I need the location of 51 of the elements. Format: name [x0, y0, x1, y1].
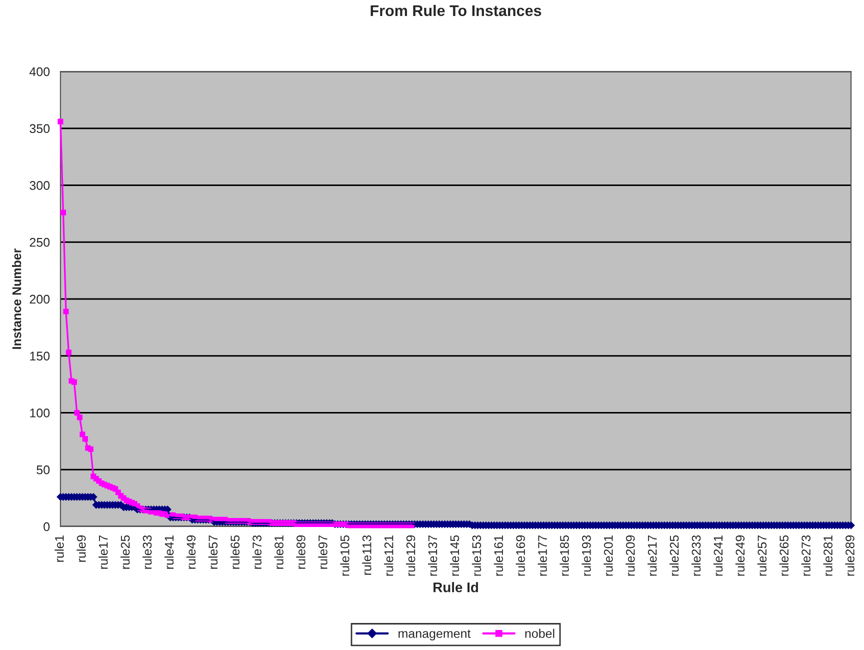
chart-title: From Rule To Instances	[370, 4, 542, 16]
x-tick-label: rule217	[648, 535, 657, 576]
x-tick-label: rule265	[779, 535, 789, 576]
legend-label: management	[398, 630, 471, 640]
x-tick-label: rule57	[208, 535, 218, 569]
x-tick-label: rule65	[230, 535, 240, 569]
x-tick-label: rule41	[164, 535, 174, 569]
x-tick-label: rule73	[252, 535, 262, 569]
x-tick-label: rule257	[757, 535, 767, 576]
x-tick-label: rule273	[801, 535, 810, 576]
y-tick-label: 200	[30, 294, 50, 304]
y-tick-label: 50	[36, 465, 50, 474]
x-tick-label: rule33	[142, 535, 152, 569]
x-tick-label: rule105	[340, 535, 350, 576]
x-tick-label: rule241	[713, 535, 723, 576]
x-tick-label: rule145	[450, 535, 460, 576]
x-tick-label: rule25	[120, 535, 130, 569]
x-tick-label: rule193	[582, 535, 591, 576]
x-tick-label: rule153	[472, 535, 482, 576]
x-tick-label: rule201	[604, 535, 613, 576]
y-tick-label: 0	[44, 522, 50, 532]
y-tick-label: 400	[29, 67, 50, 76]
x-tick-label: rule161	[494, 535, 504, 576]
x-tick-label: rule177	[538, 535, 547, 576]
x-tick-label: rule281	[823, 535, 832, 576]
y-axis-title: Instance Number	[12, 248, 22, 349]
x-tick-label: rule1	[54, 535, 64, 562]
y-tick-label: 350	[30, 124, 50, 134]
x-tick-label: rule9	[76, 535, 86, 562]
x-tick-label: rule97	[318, 535, 328, 569]
x-tick-label: rule17	[98, 535, 108, 569]
x-tick-label: rule233	[691, 535, 701, 576]
x-tick-label: rule113	[362, 535, 372, 575]
x-tick-label: rule225	[670, 535, 679, 576]
y-tick-label: 250	[30, 238, 50, 247]
x-tick-label: rule249	[735, 535, 745, 576]
x-axis-title: Rule Id	[434, 582, 478, 592]
x-tick-label: rule137	[428, 535, 438, 576]
legend-label: nobel	[525, 628, 554, 638]
x-tick-label: rule169	[516, 535, 525, 576]
x-tick-label: rule81	[274, 535, 284, 569]
x-tick-label: rule209	[626, 535, 635, 576]
x-tick-label: rule129	[406, 535, 416, 576]
y-tick-label: 300	[30, 181, 50, 190]
y-tick-label: 150	[30, 352, 50, 361]
x-tick-label: rule185	[560, 535, 569, 576]
x-tick-label: rule49	[186, 535, 196, 569]
x-tick-label: rule121	[384, 535, 394, 576]
y-tick-label: 100	[30, 408, 50, 418]
x-tick-label: rule89	[296, 535, 306, 569]
x-tick-label: rule289	[845, 535, 854, 576]
